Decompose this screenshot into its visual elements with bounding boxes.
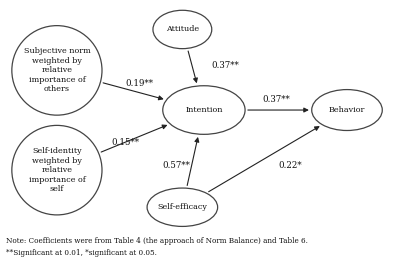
Ellipse shape xyxy=(12,26,102,115)
Text: Self-identity
weighted by
relative
importance of
self: Self-identity weighted by relative impor… xyxy=(28,147,85,193)
Text: 0.37**: 0.37** xyxy=(262,95,290,104)
Text: Self-efficacy: Self-efficacy xyxy=(158,203,207,211)
Ellipse shape xyxy=(147,188,218,227)
Text: Note: Coefficients were from Table 4 (the approach of Norm Balance) and Table 6.: Note: Coefficients were from Table 4 (th… xyxy=(6,237,308,245)
Text: 0.57**: 0.57** xyxy=(162,161,190,170)
Text: Attitude: Attitude xyxy=(166,26,199,33)
Text: 0.15**: 0.15** xyxy=(112,138,140,146)
Text: **Significant at 0.01, *significant at 0.05.: **Significant at 0.01, *significant at 0… xyxy=(6,249,157,257)
Ellipse shape xyxy=(163,86,245,134)
Text: 0.19**: 0.19** xyxy=(125,79,153,88)
Text: Subjective norm
weighted by
relative
importance of
others: Subjective norm weighted by relative imp… xyxy=(24,48,90,93)
Ellipse shape xyxy=(12,125,102,215)
Ellipse shape xyxy=(312,90,382,130)
Text: Behavior: Behavior xyxy=(329,106,365,114)
Text: 0.22*: 0.22* xyxy=(278,161,302,170)
Text: 0.37**: 0.37** xyxy=(212,61,239,70)
Text: Intention: Intention xyxy=(185,106,223,114)
Ellipse shape xyxy=(153,10,212,49)
